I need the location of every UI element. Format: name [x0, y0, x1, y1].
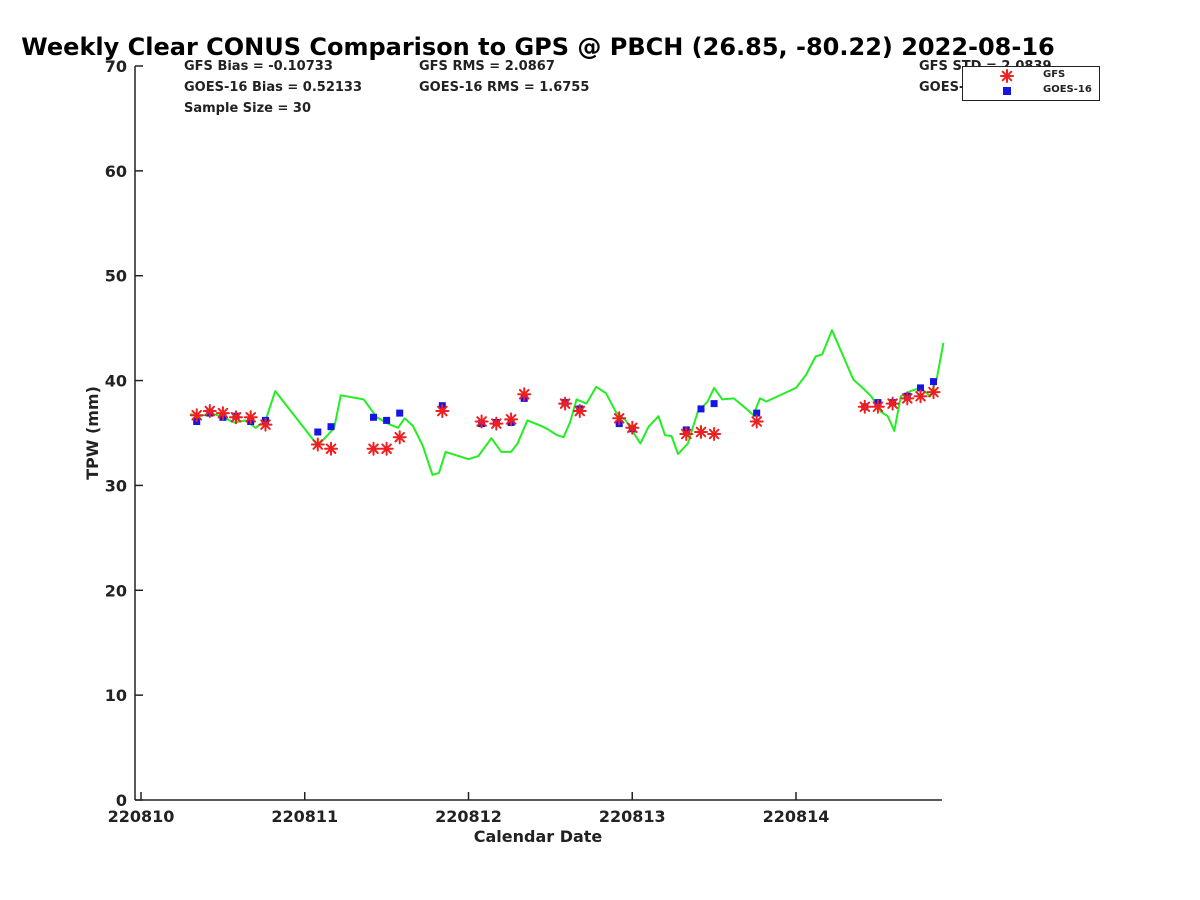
gfs-point	[258, 417, 273, 432]
x-tick-label: 220813	[599, 807, 666, 826]
y-tick-label: 60	[105, 162, 127, 181]
x-tick-label: 220814	[763, 807, 830, 826]
stat-goes-bias: GOES-16 Bias = 0.52133	[184, 80, 363, 95]
x-ticks: 220810 220811 220812 220813 220814	[108, 792, 830, 826]
gfs-point	[435, 404, 450, 418]
gfs-point	[243, 410, 258, 425]
goes16-point	[753, 409, 761, 417]
gfs-point	[558, 396, 573, 411]
gfs-point	[694, 425, 708, 439]
y-tick-label: 50	[105, 267, 127, 286]
legend-label-goes16: GOES-16	[1043, 84, 1092, 95]
gfs-point	[612, 411, 627, 426]
goes16-point	[314, 428, 322, 436]
chart-title: Weekly Clear CONUS Comparison to GPS @ P…	[21, 33, 1054, 61]
gfs-point	[870, 399, 885, 414]
y-tick-label: 0	[116, 791, 127, 810]
gfs-point	[625, 420, 640, 435]
gfs-point	[489, 416, 504, 431]
gfs-point	[379, 441, 394, 456]
y-tick-label: 20	[105, 581, 127, 600]
goes16-point	[383, 416, 391, 424]
gfs-point	[749, 414, 764, 429]
gfs-point	[926, 385, 941, 400]
goes16-point	[327, 423, 335, 431]
gfs-point	[572, 404, 587, 418]
gfs-point	[504, 412, 519, 427]
gps-line	[189, 329, 945, 476]
y-axis-label: TPW (mm)	[83, 386, 102, 480]
goes16-point	[710, 400, 718, 408]
stat-goes-rms: GOES-16 RMS = 1.6755	[419, 80, 590, 95]
gfs-point	[310, 437, 325, 452]
y-tick-label: 10	[105, 686, 127, 705]
gfs-point	[215, 406, 230, 421]
gfs-point	[885, 396, 900, 411]
stat-gfs-bias: GFS Bias = -0.10733	[184, 59, 333, 74]
gfs-point	[324, 441, 338, 456]
gfs-series	[189, 385, 941, 456]
stat-goes-std: GOES-	[919, 80, 965, 95]
x-tick-label: 220812	[435, 807, 502, 826]
legend-item-goes16: GOES-16	[963, 83, 1099, 97]
gfs-point	[679, 427, 694, 441]
x-tick-label: 220811	[271, 807, 338, 826]
gfs-point	[366, 441, 381, 456]
asterisk-icon	[1000, 69, 1014, 83]
y-ticks: 0 10 20 30 40 50 60 70	[105, 57, 143, 810]
gfs-point	[474, 414, 489, 429]
goes16-point	[697, 405, 705, 413]
gfs-point	[202, 404, 217, 418]
gfs-point	[857, 399, 872, 414]
goes16-point	[396, 409, 404, 417]
goes16-point	[930, 378, 937, 386]
gfs-point	[392, 430, 407, 445]
gfs-point	[707, 427, 722, 441]
axes	[134, 66, 942, 801]
y-tick-label: 70	[105, 57, 127, 76]
goes16-point	[917, 384, 924, 392]
gfs-point	[517, 387, 532, 402]
y-tick-label: 40	[105, 372, 127, 391]
gps-series	[189, 329, 945, 476]
legend-item-gfs: GFS	[963, 68, 1099, 83]
gfs-point	[229, 410, 243, 425]
y-tick-label: 30	[105, 476, 127, 495]
gfs-point	[900, 391, 915, 406]
x-tick-label: 220810	[108, 807, 175, 826]
legend-label-gfs: GFS	[1043, 69, 1066, 80]
x-axis-label: Calendar Date	[474, 827, 603, 846]
gfs-point	[189, 408, 204, 423]
gfs-point	[913, 389, 928, 404]
stat-sample-size: Sample Size = 30	[184, 101, 312, 116]
stat-gfs-rms: GFS RMS = 2.0867	[419, 59, 555, 74]
legend: GFS GOES-16	[962, 66, 1100, 101]
square-icon	[1003, 87, 1011, 95]
goes16-point	[370, 413, 377, 421]
